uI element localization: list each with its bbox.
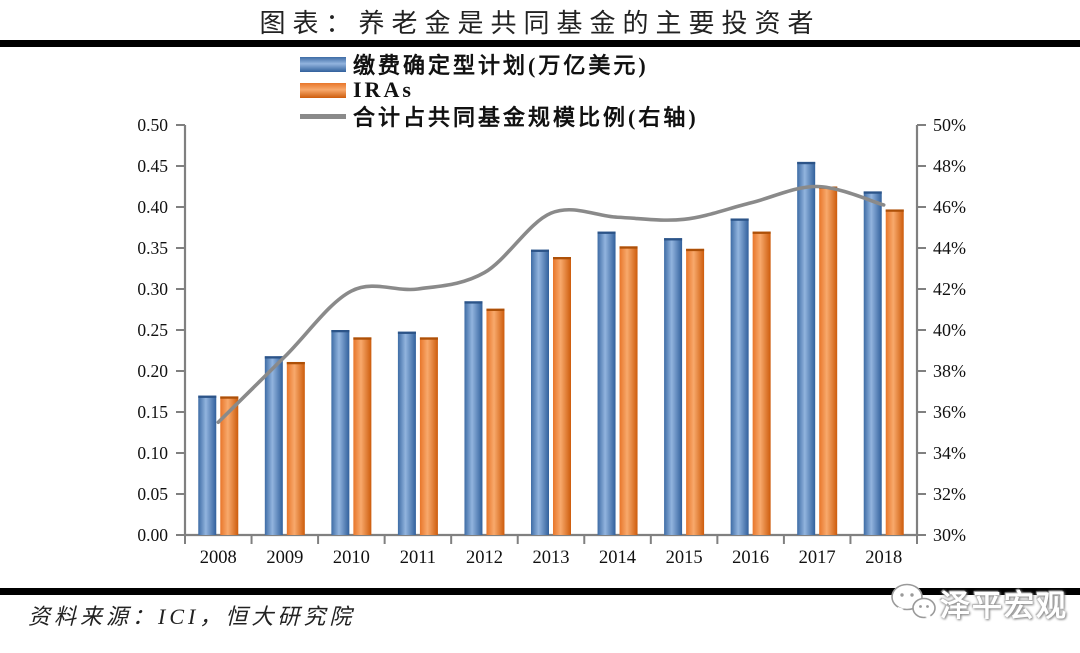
bar-ira-cap <box>752 231 771 234</box>
bar-dc-cap <box>531 249 549 252</box>
y-axis-right-label: 34% <box>933 443 966 463</box>
bar-ira-cap <box>419 337 438 340</box>
y-axis-right-label: 42% <box>933 279 966 299</box>
y-axis-right-label: 50% <box>933 115 966 135</box>
bottom-divider-rule <box>0 588 1080 595</box>
bar-ira-cap <box>486 308 505 311</box>
y-axis-right-label: 32% <box>933 484 966 504</box>
bar-dc-cap <box>797 161 816 165</box>
bar-dc-cap <box>331 330 350 333</box>
y-axis-left-label: 0.35 <box>137 238 168 258</box>
y-axis-right-label: 38% <box>933 361 966 381</box>
top-divider-rule <box>0 40 1080 47</box>
bar-ira-2012 <box>486 308 505 535</box>
bar-ira-2016 <box>752 231 771 535</box>
bar-ira-2013 <box>553 257 571 535</box>
y-axis-right-label: 30% <box>933 525 966 545</box>
bar-ira-cap <box>686 248 705 252</box>
bar-ira-cap <box>220 396 239 399</box>
legend-swatch-blue-bar-icon <box>300 56 346 72</box>
y-axis-right-label: 40% <box>933 320 966 340</box>
x-axis-label: 2010 <box>333 548 370 568</box>
chart-legend: 缴费确定型计划(万亿美元) IRAs 合计占共同基金规模比例(右轴) <box>300 51 699 130</box>
legend-label: 合计占共同基金规模比例(右轴) <box>353 105 699 130</box>
bar-ira-2018 <box>885 209 904 535</box>
bar-dc-2011 <box>397 331 416 535</box>
bar-dc-2018 <box>863 191 882 536</box>
bar-ira-cap <box>885 209 904 212</box>
y-axis-left-label: 0.30 <box>137 279 168 299</box>
x-axis-label: 2017 <box>799 548 836 568</box>
chat-bubbles-icon <box>891 583 936 621</box>
y-axis-right-label: 44% <box>933 238 966 258</box>
watermark: 泽平宏观 <box>888 581 1068 625</box>
legend-item-ratio-line: 合计占共同基金规模比例(右轴) <box>300 103 699 130</box>
legend-item-iras: IRAs <box>300 77 699 103</box>
x-axis-label: 2015 <box>666 548 703 568</box>
y-axis-left-label: 0.45 <box>137 156 168 176</box>
y-axis-right-label: 36% <box>933 402 966 422</box>
x-axis-label: 2008 <box>200 548 237 568</box>
y-axis-left-label: 0.50 <box>137 115 168 135</box>
bar-ira-2008 <box>220 396 239 535</box>
bar-dc-2010 <box>331 330 350 535</box>
bar-dc-2012 <box>464 301 483 535</box>
legend-label: 缴费确定型计划(万亿美元) <box>353 53 649 78</box>
bar-ira-2017 <box>819 186 838 535</box>
x-axis-label: 2011 <box>400 548 436 568</box>
bar-dc-cap <box>198 395 217 398</box>
bar-dc-2013 <box>531 249 549 535</box>
y-axis-right-label: 46% <box>933 197 966 217</box>
x-axis-label: 2018 <box>865 548 902 568</box>
y-axis-left-label: 0.25 <box>137 320 168 340</box>
bar-ira-2010 <box>353 337 372 535</box>
bar-ira-cap <box>286 361 305 365</box>
bar-dc-2009 <box>264 356 283 535</box>
bar-dc-cap <box>464 301 483 304</box>
bar-dc-cap <box>730 218 749 221</box>
legend-swatch-orange-bar-icon <box>300 82 346 98</box>
ratio-line <box>216 184 886 425</box>
bar-dc-2017 <box>797 161 816 535</box>
source-note: 资料来源：ICI，恒大研究院 <box>28 604 356 629</box>
bar-ira-2014 <box>619 246 638 536</box>
bar-ira-cap <box>619 246 638 249</box>
x-axis-label: 2009 <box>266 548 303 568</box>
bar-dc-2008 <box>198 395 217 535</box>
x-axis-label: 2014 <box>599 548 636 568</box>
y-axis-left-label: 0.10 <box>137 443 168 463</box>
y-axis-right-label: 48% <box>933 156 966 176</box>
bar-dc-2016 <box>730 218 749 536</box>
bar-dc-cap <box>863 191 882 194</box>
x-axis-label: 2012 <box>466 548 503 568</box>
bar-dc-cap <box>597 231 616 234</box>
x-axis-label: 2016 <box>732 548 769 568</box>
legend-swatch-gray-line-icon <box>300 113 346 119</box>
bar-dc-cap <box>397 331 416 334</box>
bar-ira-2011 <box>419 337 438 535</box>
watermark-text: 泽平宏观 <box>940 590 1068 623</box>
chart-title: 图表：养老金是共同基金的主要投资者 <box>259 9 821 38</box>
y-axis-left-label: 0.05 <box>137 484 168 504</box>
y-axis-left-label: 0.15 <box>137 402 168 422</box>
y-axis-left-label: 0.40 <box>137 197 168 217</box>
legend-label: IRAs <box>353 77 414 102</box>
legend-item-dc-plans: 缴费确定型计划(万亿美元) <box>300 51 699 78</box>
bar-ira-2009 <box>286 361 305 535</box>
y-axis-left-label: 0.20 <box>137 361 168 381</box>
x-axis-label: 2013 <box>533 548 570 568</box>
bar-dc-2015 <box>664 238 683 535</box>
bar-ira-cap <box>553 257 571 260</box>
bar-dc-cap <box>264 356 283 359</box>
bar-ira-2015 <box>686 248 705 535</box>
y-axis-left-label: 0.00 <box>137 525 168 545</box>
bar-ira-cap <box>353 337 372 340</box>
bar-dc-2014 <box>597 231 616 535</box>
bar-dc-cap <box>664 238 683 241</box>
